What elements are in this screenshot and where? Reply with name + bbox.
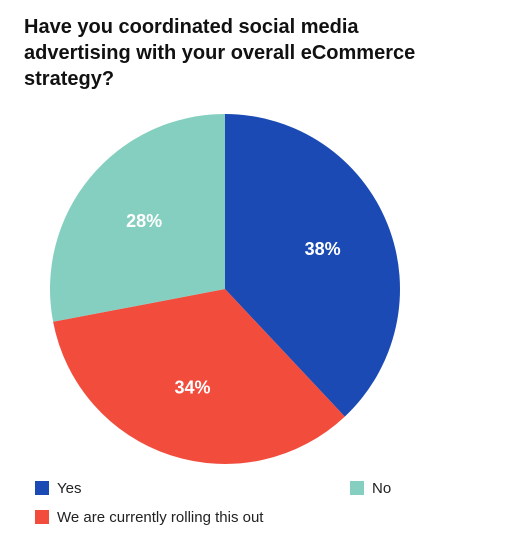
pie-slice <box>225 114 401 417</box>
legend-label: No <box>372 480 391 497</box>
legend-swatch <box>35 510 49 524</box>
data-label: 34% <box>175 378 211 398</box>
data-label: 38% <box>305 239 341 259</box>
pie-slice <box>49 114 225 322</box>
legend-label: Yes <box>57 480 81 497</box>
legend-label: We are currently rolling this out <box>57 509 264 526</box>
chart-title: Have you coordinated social media advert… <box>24 16 416 90</box>
legend-swatch <box>35 481 49 495</box>
data-label: 28% <box>126 211 162 231</box>
pie-slice <box>53 289 345 465</box>
legend-swatch <box>350 481 364 495</box>
